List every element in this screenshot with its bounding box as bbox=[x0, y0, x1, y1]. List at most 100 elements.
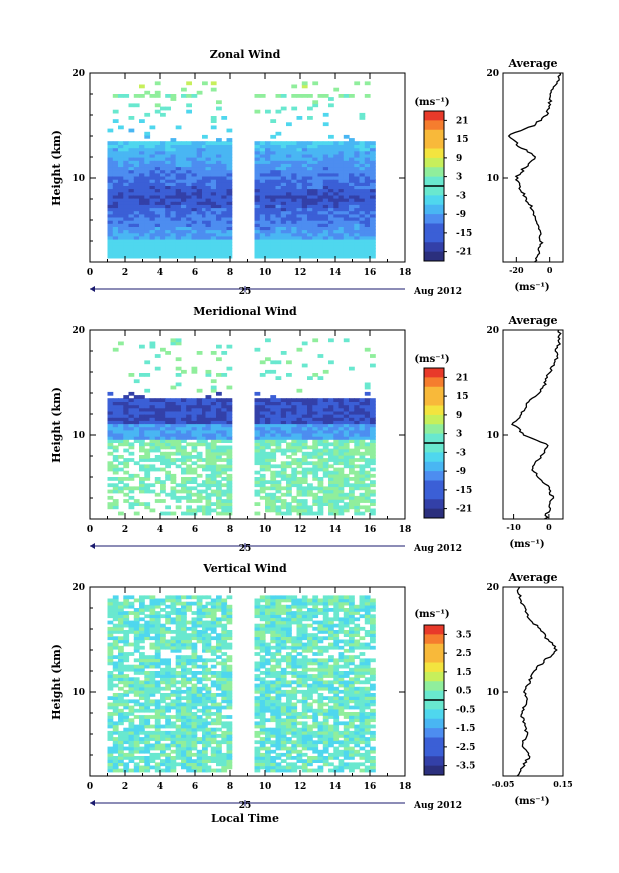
heatmap-cell bbox=[139, 768, 145, 773]
heatmap-cell bbox=[210, 683, 217, 688]
heatmap-cell bbox=[149, 756, 156, 760]
heatmap-cell bbox=[338, 248, 345, 253]
heatmap-cell bbox=[123, 166, 130, 171]
heatmap-cell bbox=[210, 759, 217, 763]
heatmap-cell bbox=[210, 467, 217, 472]
heatmap-cell bbox=[226, 486, 233, 491]
heatmap-cell bbox=[322, 251, 329, 256]
heatmap-cell bbox=[133, 235, 140, 240]
heatmap-cell bbox=[259, 630, 266, 634]
heatmap-cell bbox=[338, 191, 345, 196]
heatmap-cell bbox=[107, 467, 114, 472]
heatmap-cell bbox=[181, 727, 187, 732]
heatmap-cell bbox=[270, 671, 277, 675]
heatmap-cell bbox=[291, 674, 298, 678]
heatmap-cell bbox=[333, 398, 340, 402]
heatmap-cell bbox=[149, 426, 156, 431]
heatmap-cell bbox=[265, 702, 271, 707]
heatmap-cell bbox=[133, 417, 140, 421]
heatmap-cell bbox=[118, 404, 124, 409]
heatmap-cell bbox=[221, 210, 228, 215]
heatmap-cell bbox=[210, 608, 217, 612]
heatmap-cell bbox=[118, 220, 124, 224]
heatmap-cell bbox=[307, 106, 313, 111]
heatmap-cell bbox=[202, 185, 208, 190]
heatmap-cell bbox=[343, 134, 350, 139]
heatmap-cell bbox=[280, 734, 287, 738]
heatmap-cell bbox=[349, 499, 355, 503]
heatmap-cell bbox=[216, 235, 222, 240]
heatmap-cell bbox=[210, 623, 217, 628]
heatmap-cell bbox=[254, 439, 261, 443]
heatmap-cell bbox=[123, 614, 130, 619]
heatmap-cell bbox=[170, 429, 177, 434]
heatmap-cell bbox=[170, 407, 177, 412]
heatmap-cell bbox=[175, 226, 182, 231]
heatmap-cell bbox=[226, 511, 233, 516]
heatmap-cell bbox=[165, 702, 171, 707]
heatmap-cell bbox=[291, 172, 298, 177]
heatmap-cell bbox=[149, 645, 156, 650]
heatmap-cell bbox=[370, 245, 376, 249]
heatmap-cell bbox=[196, 226, 203, 231]
heatmap-cell bbox=[254, 470, 261, 475]
heatmap-cell bbox=[149, 344, 156, 349]
colorbar-swatch bbox=[424, 414, 444, 425]
heatmap-cell bbox=[191, 404, 198, 409]
heatmap-cell bbox=[144, 734, 151, 738]
heatmap-cell bbox=[364, 242, 371, 246]
heatmap-cell bbox=[123, 216, 130, 221]
heatmap-cell bbox=[191, 743, 198, 748]
heatmap-cell bbox=[210, 385, 217, 390]
heatmap-cell bbox=[139, 636, 145, 641]
heatmap-cell bbox=[202, 238, 208, 243]
heatmap-cell bbox=[291, 216, 298, 221]
heatmap-cell bbox=[128, 727, 135, 732]
heatmap-cell bbox=[216, 617, 222, 622]
heatmap-cell bbox=[160, 401, 166, 406]
heatmap-cell bbox=[216, 683, 222, 688]
heatmap-cell bbox=[165, 210, 171, 215]
heatmap-cell bbox=[144, 90, 151, 95]
heatmap-cell bbox=[128, 223, 135, 227]
heatmap-cell bbox=[270, 420, 277, 425]
heatmap-cell bbox=[210, 696, 217, 700]
heatmap-cell bbox=[205, 667, 212, 672]
heatmap-cell bbox=[128, 150, 135, 155]
heatmap-cell bbox=[149, 245, 156, 249]
heatmap-cell bbox=[270, 689, 277, 694]
heatmap-cell bbox=[175, 373, 182, 377]
heatmap-cell bbox=[364, 251, 371, 256]
heatmap-cell bbox=[128, 235, 135, 240]
heatmap-cell bbox=[186, 495, 192, 500]
heatmap-cell bbox=[275, 238, 282, 243]
heatmap-cell bbox=[154, 705, 161, 710]
heatmap-cell bbox=[270, 216, 277, 221]
heatmap-cell bbox=[221, 674, 228, 678]
heatmap-cell bbox=[354, 417, 361, 421]
heatmap-cell bbox=[286, 718, 292, 723]
heatmap-cell bbox=[259, 730, 266, 735]
heatmap-cell bbox=[226, 683, 233, 688]
heatmap-cell bbox=[154, 150, 161, 155]
heatmap-cell bbox=[160, 194, 166, 199]
heatmap-cell bbox=[359, 486, 366, 491]
heatmap-cell bbox=[265, 604, 271, 609]
x-tick-label: 8 bbox=[227, 525, 233, 535]
heatmap-cell bbox=[312, 163, 319, 168]
heatmap-cell bbox=[149, 708, 156, 713]
heatmap-cell bbox=[191, 636, 198, 641]
heatmap-cell bbox=[265, 699, 271, 704]
heatmap-cell bbox=[349, 426, 355, 431]
heatmap-cell bbox=[112, 639, 119, 644]
heatmap-cell bbox=[154, 492, 161, 497]
heatmap-cell bbox=[133, 762, 140, 767]
heatmap-cell bbox=[270, 486, 277, 491]
heatmap-cell bbox=[333, 191, 340, 196]
heatmap-cell bbox=[154, 686, 161, 691]
heatmap-cell bbox=[301, 254, 308, 259]
heatmap-cell bbox=[139, 693, 145, 697]
heatmap-cell bbox=[165, 473, 171, 478]
heatmap-cell bbox=[181, 160, 187, 164]
heatmap-cell bbox=[286, 436, 292, 440]
